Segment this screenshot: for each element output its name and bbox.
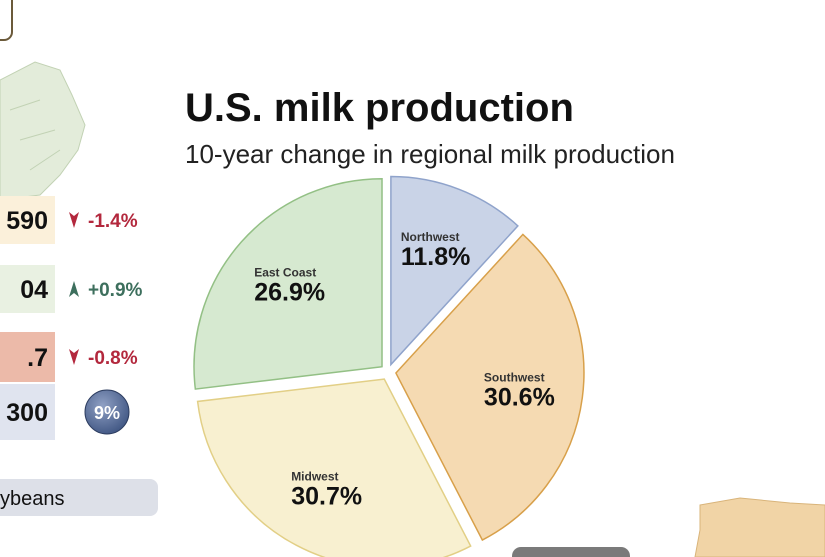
pill: [512, 547, 630, 557]
badge: [84, 389, 130, 435]
pie-slice: [395, 233, 585, 542]
pie-slice: [390, 175, 519, 367]
footer-text: ybeans: [0, 488, 65, 510]
trend-arrow: [69, 281, 79, 297]
slice-value: 30.6%: [484, 383, 555, 411]
row-value: 300: [6, 399, 48, 427]
row-change: -1.4%: [88, 211, 138, 232]
slice-value: 26.9%: [254, 278, 325, 306]
map-lines: [9, 99, 61, 171]
pie-slice: [196, 378, 472, 557]
row-value: 04: [20, 276, 48, 304]
trend-arrow: [69, 349, 79, 365]
slice-name: Southwest: [484, 370, 545, 384]
row-background: [0, 196, 55, 244]
slice-name: East Coast: [254, 265, 316, 279]
chart-subtitle: 10-year change in regional milk producti…: [185, 139, 675, 169]
slice-name: Northwest: [401, 230, 460, 244]
row-background: [0, 265, 55, 313]
map-background: [694, 497, 825, 557]
map-background: [0, 61, 86, 201]
row-value: .7: [27, 344, 48, 372]
slice-value: 11.8%: [401, 243, 471, 271]
slice-name: Midwest: [291, 470, 338, 484]
trend-arrow: [69, 212, 79, 228]
row-change: +0.9%: [88, 280, 143, 301]
top-box: [0, 0, 13, 41]
row-change: 9%: [94, 403, 120, 423]
slice-value: 30.7%: [291, 483, 362, 511]
chart-title: U.S. milk production: [185, 86, 574, 130]
row-background: [0, 384, 55, 440]
sidebar: 590 -1.4% 04 +0.9% .7 -0.8% 300 9% ybeans: [0, 196, 158, 516]
footer-pill: [0, 479, 158, 516]
row-background: [0, 332, 55, 382]
pie-slice: [193, 177, 383, 390]
row-value: 590: [6, 207, 48, 235]
row-change: -0.8%: [88, 348, 138, 369]
